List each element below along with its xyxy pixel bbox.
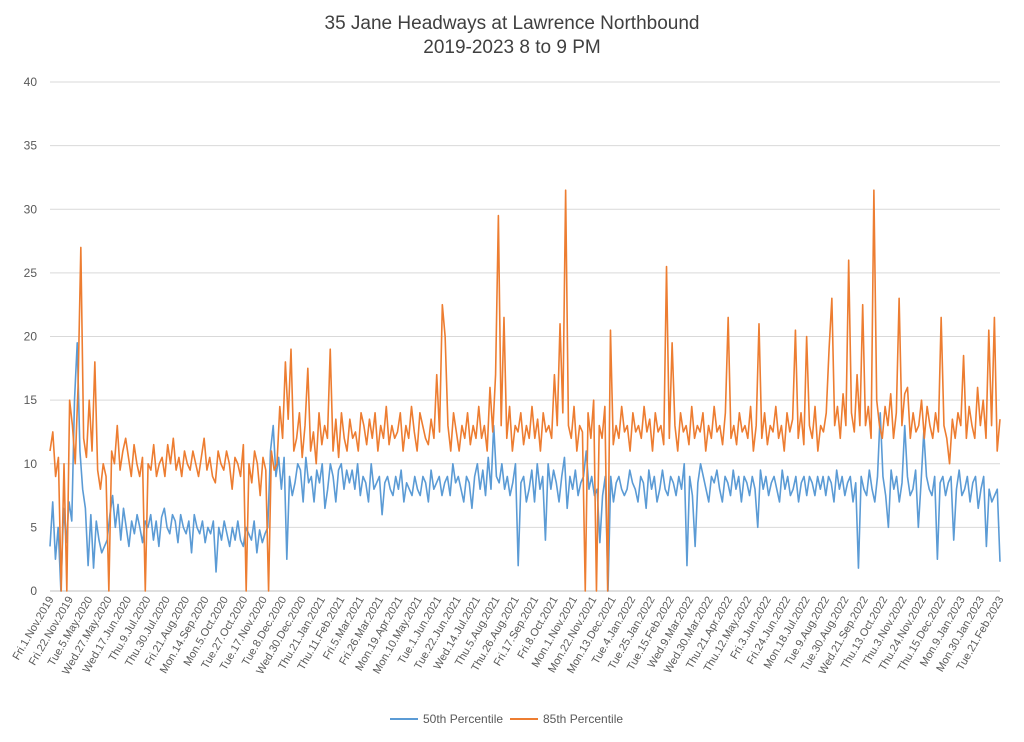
y-tick-label: 0 [30, 584, 37, 598]
legend-label: 50th Percentile [423, 712, 503, 726]
x-axis: Fri.1.Nov.2019Fri.22.Nov.2019Tue.5.May.2… [11, 594, 1007, 676]
y-tick-label: 10 [24, 457, 38, 471]
chart-title: 35 Jane Headways at Lawrence Northbound [324, 13, 700, 34]
series-layer [49, 189, 1001, 592]
y-tick-label: 25 [24, 266, 38, 280]
y-tick-label: 15 [24, 393, 38, 407]
legend-label: 85th Percentile [543, 712, 623, 726]
y-tick-label: 20 [24, 330, 38, 344]
y-axis: 0 5 10 15 20 25 30 35 40 [24, 75, 38, 598]
y-tick-label: 40 [24, 75, 38, 89]
chart-title-block: 35 Jane Headways at Lawrence Northbound … [0, 12, 1024, 60]
y-tick-label: 30 [24, 202, 38, 216]
chart-subtitle: 2019-2023 8 to 9 PM [423, 37, 601, 58]
series-line-50th [49, 342, 1001, 592]
series-line-85th [49, 189, 1001, 592]
legend: 50th Percentile 85th Percentile [390, 712, 623, 726]
y-tick-label: 35 [24, 139, 38, 153]
y-tick-label: 5 [30, 520, 37, 534]
